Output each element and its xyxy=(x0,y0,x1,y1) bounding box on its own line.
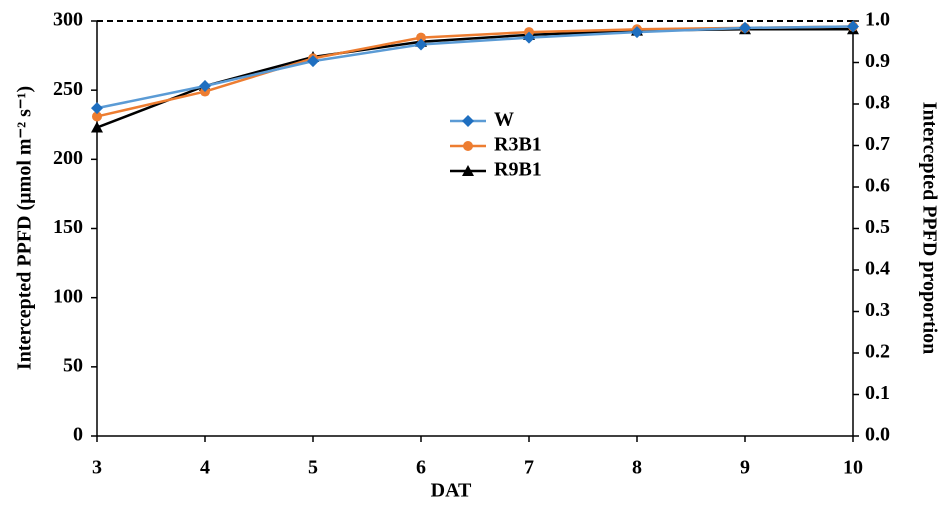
series-line xyxy=(96,28,853,129)
data-point xyxy=(199,80,211,93)
y2-tick-label: 0.9 xyxy=(865,50,890,72)
data-point xyxy=(415,38,427,51)
y2-tick-label: 0.4 xyxy=(865,258,890,280)
y2-tick-label: 0.7 xyxy=(865,133,890,155)
series-line xyxy=(96,25,854,110)
x-tick-label: 10 xyxy=(843,457,863,479)
y-tick-label: 300 xyxy=(53,9,83,31)
data-point xyxy=(91,102,103,115)
data-point xyxy=(523,31,535,44)
data-point xyxy=(91,121,103,133)
y-tick-label: 150 xyxy=(53,216,83,238)
y-tick-label: 100 xyxy=(53,285,83,307)
data-point xyxy=(307,55,319,68)
y-tick-label: 250 xyxy=(53,78,83,100)
legend-label: R3B1 xyxy=(494,134,542,156)
y2-tick-label: 0.8 xyxy=(865,92,890,114)
y2-tick-label: 0.1 xyxy=(865,382,890,404)
y-tick-label: 200 xyxy=(53,147,83,169)
legend-label: R9B1 xyxy=(494,159,542,181)
legend-label: W xyxy=(494,109,514,131)
data-point xyxy=(416,32,426,43)
y2-tick-label: 0.2 xyxy=(865,341,890,363)
y2-tick-label: 0.6 xyxy=(865,175,890,197)
x-tick-label: 4 xyxy=(200,457,210,479)
y-tick-label: 50 xyxy=(63,354,83,376)
y2-tick-label: 0.3 xyxy=(865,299,890,321)
x-tick-label: 8 xyxy=(632,457,642,479)
x-tick-label: 9 xyxy=(740,457,750,479)
y-tick-label: 0 xyxy=(73,424,83,446)
x-tick-label: 7 xyxy=(524,457,534,479)
data-point xyxy=(92,111,102,122)
legend-marker xyxy=(462,115,474,127)
x-tick-label: 6 xyxy=(416,457,426,479)
x-axis-title: DAT xyxy=(431,480,472,502)
data-point xyxy=(739,21,751,34)
legend-marker xyxy=(462,165,474,176)
y2-tick-label: 0.0 xyxy=(865,424,890,446)
y2-tick-label: 1.0 xyxy=(865,9,890,31)
y-axis-title: Intercepted PPFD (µmol m⁻² s⁻¹) xyxy=(14,86,36,370)
x-tick-label: 5 xyxy=(308,457,318,479)
legend-marker xyxy=(463,141,473,151)
data-point xyxy=(631,26,643,39)
data-point xyxy=(847,20,859,33)
y2-tick-label: 0.5 xyxy=(865,216,890,238)
y2-axis-title: Intercepted PPFD proportion xyxy=(918,102,940,355)
x-tick-label: 3 xyxy=(92,457,102,479)
